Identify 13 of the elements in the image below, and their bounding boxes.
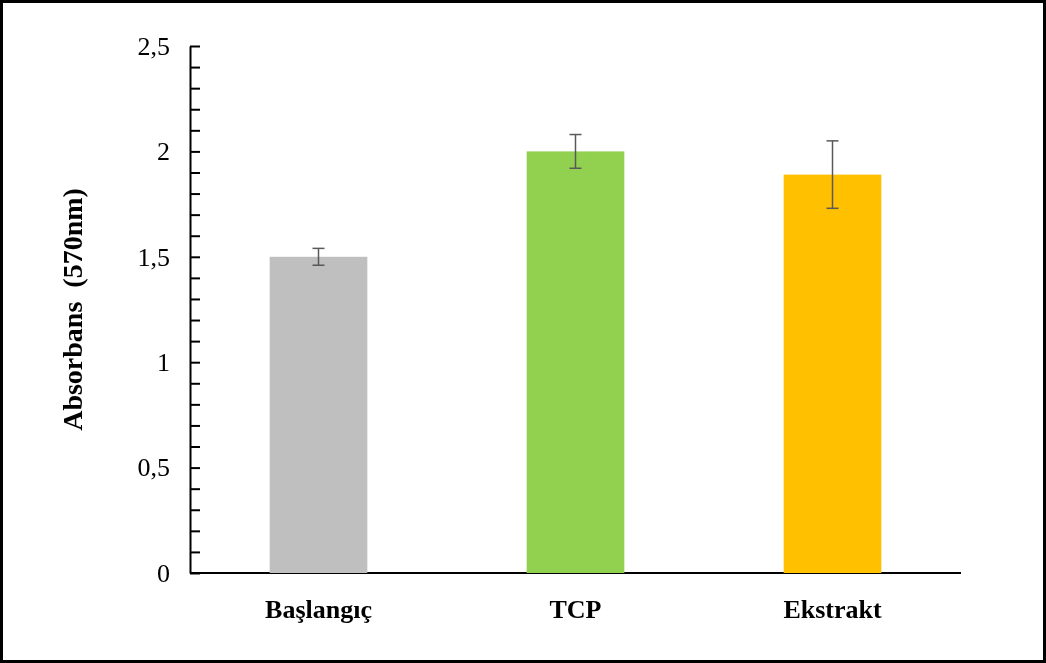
y-tick-label: 1	[157, 348, 170, 378]
y-tick-label: 2	[157, 137, 170, 167]
y-axis-title: Absorbans (570nm)	[57, 188, 88, 431]
y-tick-label: 0	[157, 558, 170, 588]
bar	[526, 151, 625, 573]
x-tick-label: Başlangıç	[265, 594, 372, 624]
bar	[269, 256, 368, 573]
y-tick-label: 0,5	[137, 453, 170, 483]
y-tick-label: 2,5	[137, 31, 170, 61]
y-tick-label: 1,5	[137, 242, 170, 272]
bar	[783, 174, 882, 573]
x-tick-label: TCP	[549, 594, 602, 624]
x-tick-label: Ekstrakt	[783, 594, 882, 624]
